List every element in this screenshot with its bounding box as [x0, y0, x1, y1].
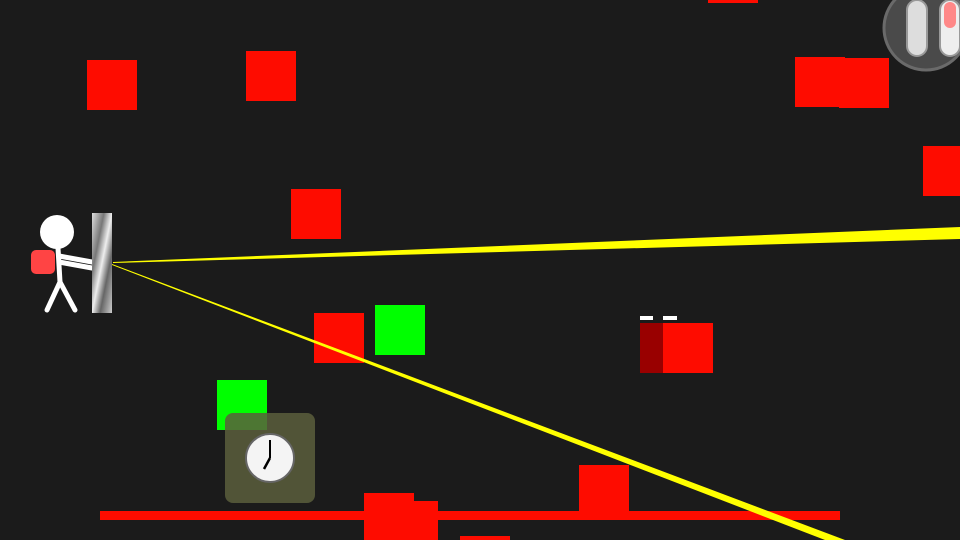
leg	[57, 279, 78, 313]
pause-highlight	[944, 2, 956, 28]
red-block	[87, 60, 137, 110]
red-block	[795, 57, 845, 107]
red-block	[460, 536, 510, 540]
red-block	[923, 146, 960, 196]
mirror-shield	[92, 213, 112, 313]
laser-beam	[112, 264, 845, 540]
red-block	[708, 0, 758, 3]
red-block	[839, 58, 889, 108]
red-block	[291, 189, 341, 239]
leg	[44, 279, 63, 313]
damaged-block	[640, 323, 666, 373]
red-block	[314, 313, 364, 363]
red-block	[579, 465, 629, 515]
head	[40, 215, 74, 249]
stickman	[31, 215, 95, 313]
block-marker	[663, 316, 677, 320]
red-block	[246, 51, 296, 101]
green-block	[375, 305, 425, 355]
backpack	[31, 250, 55, 274]
red-block	[663, 323, 713, 373]
arm	[56, 259, 95, 271]
pause-bar	[906, 0, 928, 57]
clock-powerup[interactable]	[225, 413, 315, 503]
arm	[56, 253, 95, 265]
clock-hand	[262, 457, 272, 470]
laser-beam	[113, 227, 960, 263]
body	[55, 245, 63, 285]
pause-button[interactable]	[882, 0, 960, 72]
red-block	[388, 501, 438, 540]
red-floor-line	[100, 511, 840, 520]
block-marker	[640, 316, 653, 320]
